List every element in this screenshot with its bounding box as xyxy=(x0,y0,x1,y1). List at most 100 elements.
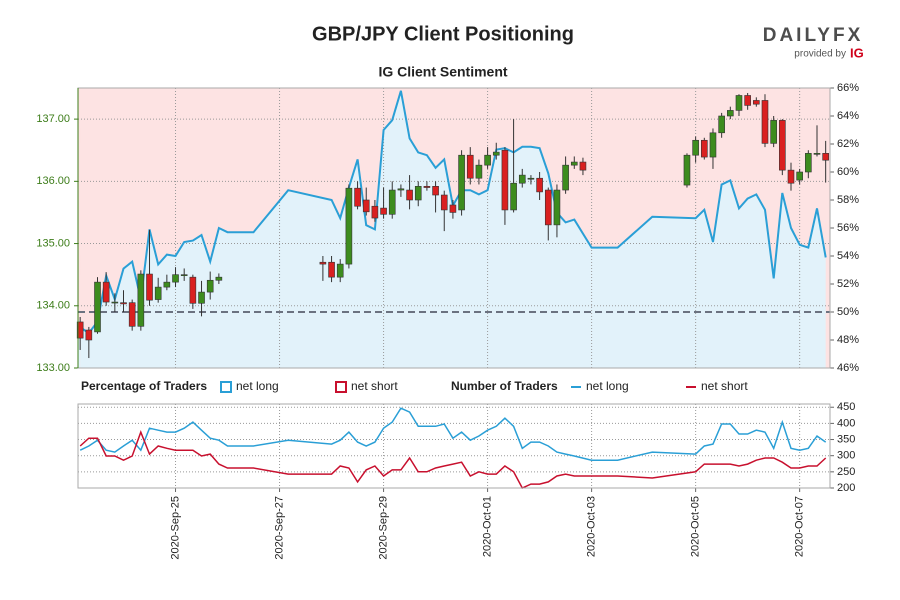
legend-label: net long xyxy=(586,379,629,393)
candle-body xyxy=(787,169,795,184)
candle-body xyxy=(796,171,803,181)
legend-swatch xyxy=(220,381,232,393)
candle-body xyxy=(406,189,413,201)
y2-tick-label: 48% xyxy=(837,334,859,346)
logo-tagline: provided by xyxy=(794,49,846,60)
candle-body xyxy=(120,302,127,305)
y2-tick-label: 58% xyxy=(837,194,859,206)
candle-body xyxy=(354,187,361,207)
y2-tick-label: 54% xyxy=(837,250,859,262)
candle-body xyxy=(215,276,223,281)
candle-body xyxy=(423,186,431,188)
candle-body xyxy=(336,263,344,278)
candle-body xyxy=(163,281,171,288)
y2-tick-label: 300 xyxy=(837,450,855,462)
panel-frame xyxy=(77,403,831,489)
candle-body xyxy=(414,186,422,201)
y2-tick-label: 56% xyxy=(837,222,859,234)
candle-body xyxy=(744,95,751,106)
candle-body xyxy=(510,182,517,211)
candle-body xyxy=(770,120,777,144)
candle-body xyxy=(380,207,387,215)
legend-title: Percentage of Traders xyxy=(81,379,207,393)
candle-body xyxy=(154,286,162,300)
candle-body xyxy=(501,149,509,211)
candle-body xyxy=(570,161,578,166)
x-tick-label: 2020-Sep-27 xyxy=(273,496,285,560)
candle-body xyxy=(536,177,543,193)
y2-tick-label: 400 xyxy=(837,417,855,429)
candle-body xyxy=(518,174,526,184)
candle-body xyxy=(779,120,786,171)
net-short-area xyxy=(80,88,826,333)
candle-body xyxy=(388,189,396,215)
y2-tick-label: 350 xyxy=(837,433,855,445)
y-tick-label: 135.00 xyxy=(36,237,70,249)
net-long-area xyxy=(80,90,826,369)
candle-body xyxy=(692,139,699,156)
candle-body xyxy=(761,100,769,144)
legend-label: net short xyxy=(351,379,398,393)
series-line xyxy=(79,429,827,489)
candle-body xyxy=(449,204,457,213)
candle-body xyxy=(544,189,552,226)
y-tick-label: 133.00 xyxy=(36,362,70,374)
candle-body xyxy=(527,177,535,180)
candle-body xyxy=(701,139,708,158)
y2-tick-label: 52% xyxy=(837,278,859,290)
candle-body xyxy=(432,186,439,196)
candle-body xyxy=(440,194,448,211)
y-tick-label: 136.00 xyxy=(36,175,70,187)
candle-body xyxy=(146,273,153,301)
candle-body xyxy=(362,199,370,213)
candle-body xyxy=(102,281,110,303)
y2-tick-label: 46% xyxy=(837,362,859,374)
candle-body xyxy=(553,189,561,226)
candle-body xyxy=(328,261,335,278)
candle-body xyxy=(397,188,405,191)
chart-subtitle: IG Client Sentiment xyxy=(378,64,507,80)
candle-body xyxy=(206,279,214,293)
net-long-area xyxy=(78,327,81,368)
logo-brand: DAILYFX xyxy=(763,25,864,46)
candle-body xyxy=(813,153,821,155)
candle-body xyxy=(319,261,327,265)
candle-body xyxy=(805,153,812,173)
series-line xyxy=(79,407,827,461)
x-tick-label: 2020-Oct-05 xyxy=(690,496,702,557)
chart-title: GBP/JPY Client Positioning xyxy=(312,23,574,45)
candle-body xyxy=(492,151,500,156)
legend-label: net short xyxy=(701,379,748,393)
candle-body xyxy=(466,154,474,179)
y2-tick-label: 200 xyxy=(837,482,855,494)
candle-body xyxy=(180,274,188,276)
candle-body xyxy=(137,273,145,327)
candle-body xyxy=(822,153,829,161)
candle-body xyxy=(484,154,491,166)
y2-tick-label: 250 xyxy=(837,466,855,478)
candle-body xyxy=(189,276,197,304)
candle-body xyxy=(579,161,587,171)
y2-tick-label: 62% xyxy=(837,138,859,150)
x-tick-label: 2020-Oct-03 xyxy=(586,496,598,557)
candle-body xyxy=(85,329,93,341)
legend-label: net long xyxy=(236,379,279,393)
legend-swatch xyxy=(335,381,347,393)
candle-body xyxy=(94,281,101,333)
candle-body xyxy=(345,187,353,265)
candle-body xyxy=(683,154,691,186)
y2-tick-label: 450 xyxy=(837,401,855,413)
candle-body xyxy=(458,154,465,211)
y2-tick-label: 66% xyxy=(837,82,859,94)
logo-provider: IG xyxy=(850,45,864,60)
x-tick-label: 2020-Oct-01 xyxy=(481,496,493,557)
candle-body xyxy=(128,302,136,327)
candle-body xyxy=(111,301,119,304)
candle-body xyxy=(718,115,725,134)
legend-title: Number of Traders xyxy=(451,379,558,393)
y2-tick-label: 60% xyxy=(837,166,859,178)
candle-body xyxy=(727,110,734,117)
candle-body xyxy=(76,321,84,339)
candle-body xyxy=(172,274,179,283)
